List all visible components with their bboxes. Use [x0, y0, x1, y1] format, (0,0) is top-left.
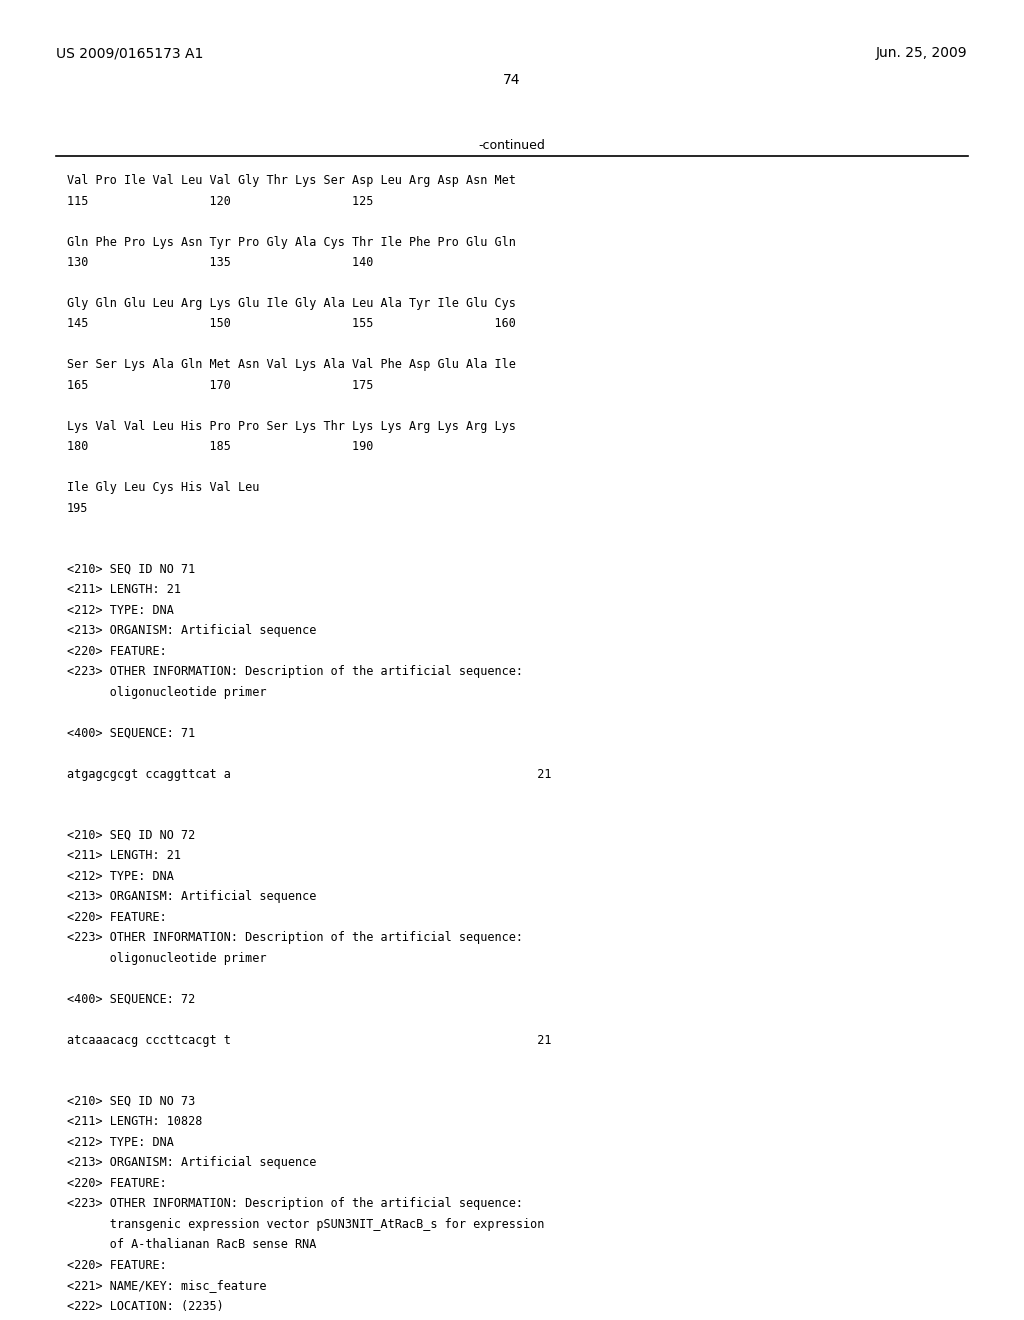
Text: 180                 185                 190: 180 185 190: [67, 441, 373, 453]
Text: <220> FEATURE:: <220> FEATURE:: [67, 1259, 166, 1271]
Text: 130                 135                 140: 130 135 140: [67, 256, 373, 269]
Text: <400> SEQUENCE: 71: <400> SEQUENCE: 71: [67, 726, 195, 739]
Text: atgagcgcgt ccaggttcat a                                           21: atgagcgcgt ccaggttcat a 21: [67, 768, 551, 780]
Text: <223> OTHER INFORMATION: Description of the artificial sequence:: <223> OTHER INFORMATION: Description of …: [67, 1197, 522, 1210]
Text: oligonucleotide primer: oligonucleotide primer: [67, 686, 266, 698]
Text: oligonucleotide primer: oligonucleotide primer: [67, 952, 266, 965]
Text: 74: 74: [503, 73, 521, 87]
Text: Jun. 25, 2009: Jun. 25, 2009: [877, 46, 968, 61]
Text: atcaaacacg cccttcacgt t                                           21: atcaaacacg cccttcacgt t 21: [67, 1034, 551, 1047]
Text: <211> LENGTH: 21: <211> LENGTH: 21: [67, 583, 180, 597]
Text: Gln Phe Pro Lys Asn Tyr Pro Gly Ala Cys Thr Ile Phe Pro Glu Gln: Gln Phe Pro Lys Asn Tyr Pro Gly Ala Cys …: [67, 235, 515, 248]
Text: <222> LOCATION: (2235): <222> LOCATION: (2235): [67, 1299, 223, 1312]
Text: 115                 120                 125: 115 120 125: [67, 195, 373, 207]
Text: US 2009/0165173 A1: US 2009/0165173 A1: [56, 46, 204, 61]
Text: <210> SEQ ID NO 73: <210> SEQ ID NO 73: [67, 1096, 195, 1107]
Text: <213> ORGANISM: Artificial sequence: <213> ORGANISM: Artificial sequence: [67, 890, 316, 903]
Text: <211> LENGTH: 10828: <211> LENGTH: 10828: [67, 1115, 202, 1129]
Text: <400> SEQUENCE: 72: <400> SEQUENCE: 72: [67, 993, 195, 1006]
Text: of A-thalianan RacB sense RNA: of A-thalianan RacB sense RNA: [67, 1238, 316, 1251]
Text: <211> LENGTH: 21: <211> LENGTH: 21: [67, 850, 180, 862]
Text: <212> TYPE: DNA: <212> TYPE: DNA: [67, 870, 173, 883]
Text: <220> FEATURE:: <220> FEATURE:: [67, 644, 166, 657]
Text: Gly Gln Glu Leu Arg Lys Glu Ile Gly Ala Leu Ala Tyr Ile Glu Cys: Gly Gln Glu Leu Arg Lys Glu Ile Gly Ala …: [67, 297, 515, 310]
Text: 165                 170                 175: 165 170 175: [67, 379, 373, 392]
Text: <221> NAME/KEY: misc_feature: <221> NAME/KEY: misc_feature: [67, 1279, 266, 1292]
Text: <212> TYPE: DNA: <212> TYPE: DNA: [67, 1135, 173, 1148]
Text: -continued: -continued: [478, 139, 546, 152]
Text: Ile Gly Leu Cys His Val Leu: Ile Gly Leu Cys His Val Leu: [67, 482, 259, 494]
Text: 145                 150                 155                 160: 145 150 155 160: [67, 318, 515, 330]
Text: <210> SEQ ID NO 72: <210> SEQ ID NO 72: [67, 829, 195, 842]
Text: <213> ORGANISM: Artificial sequence: <213> ORGANISM: Artificial sequence: [67, 624, 316, 638]
Text: Lys Val Val Leu His Pro Pro Ser Lys Thr Lys Lys Arg Lys Arg Lys: Lys Val Val Leu His Pro Pro Ser Lys Thr …: [67, 420, 515, 433]
Text: Ser Ser Lys Ala Gln Met Asn Val Lys Ala Val Phe Asp Glu Ala Ile: Ser Ser Lys Ala Gln Met Asn Val Lys Ala …: [67, 359, 515, 371]
Text: <223> OTHER INFORMATION: Description of the artificial sequence:: <223> OTHER INFORMATION: Description of …: [67, 665, 522, 678]
Text: <220> FEATURE:: <220> FEATURE:: [67, 1177, 166, 1189]
Text: <213> ORGANISM: Artificial sequence: <213> ORGANISM: Artificial sequence: [67, 1156, 316, 1170]
Text: transgenic expression vector pSUN3NIT_AtRacB_s for expression: transgenic expression vector pSUN3NIT_At…: [67, 1217, 544, 1230]
Text: <220> FEATURE:: <220> FEATURE:: [67, 911, 166, 924]
Text: 195: 195: [67, 502, 88, 515]
Text: <223> OTHER INFORMATION: Description of the artificial sequence:: <223> OTHER INFORMATION: Description of …: [67, 932, 522, 944]
Text: Val Pro Ile Val Leu Val Gly Thr Lys Ser Asp Leu Arg Asp Asn Met: Val Pro Ile Val Leu Val Gly Thr Lys Ser …: [67, 174, 515, 187]
Text: <212> TYPE: DNA: <212> TYPE: DNA: [67, 605, 173, 616]
Text: <210> SEQ ID NO 71: <210> SEQ ID NO 71: [67, 562, 195, 576]
